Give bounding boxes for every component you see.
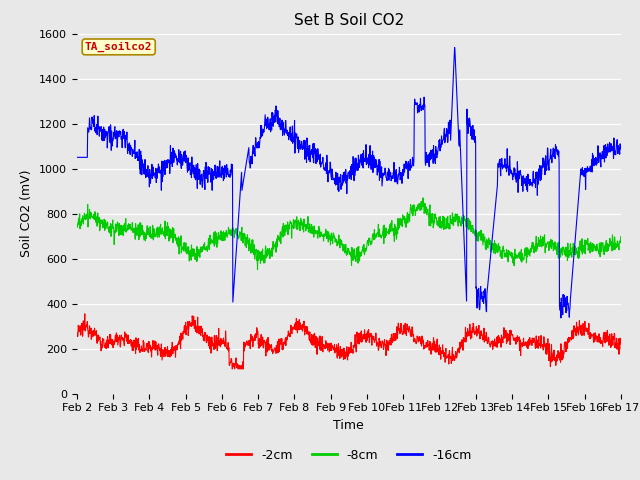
Y-axis label: Soil CO2 (mV): Soil CO2 (mV) [20,170,33,257]
X-axis label: Time: Time [333,419,364,432]
Title: Set B Soil CO2: Set B Soil CO2 [294,13,404,28]
Text: TA_soilco2: TA_soilco2 [85,42,152,52]
Legend: -2cm, -8cm, -16cm: -2cm, -8cm, -16cm [221,444,476,467]
